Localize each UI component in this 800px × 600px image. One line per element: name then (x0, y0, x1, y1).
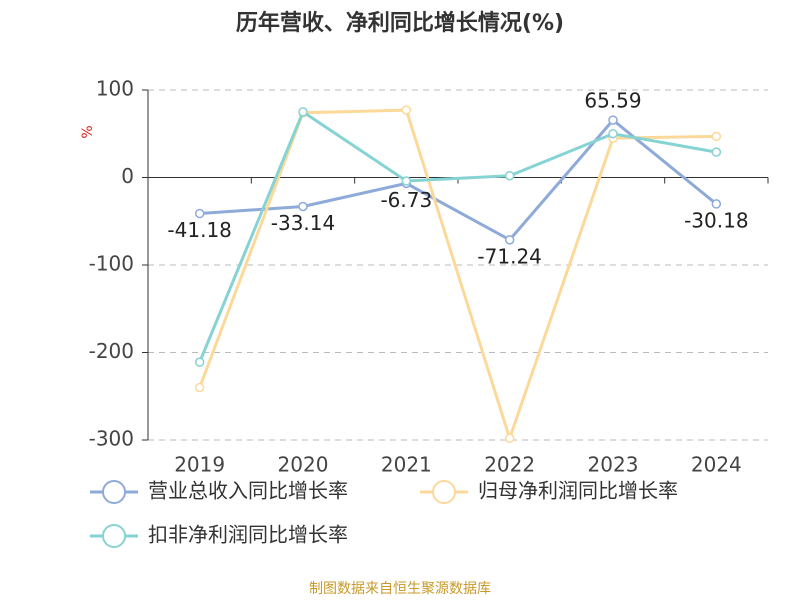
y-tick-label: -100 (89, 252, 134, 276)
series-line (198, 108, 717, 444)
data-point (298, 201, 308, 212)
data-point (711, 199, 722, 209)
data-point (504, 171, 515, 181)
y-tick-label: -200 (89, 339, 134, 363)
data-label: 65.59 (584, 89, 641, 113)
data-point (608, 115, 618, 125)
data-label: -30.18 (684, 208, 748, 232)
x-tick-label: 2024 (691, 453, 742, 477)
y-tick-label: 0 (121, 164, 134, 188)
series-line (198, 109, 717, 363)
x-tick-label: 2022 (484, 453, 535, 477)
legend-label: 归母净利润同比增长率 (478, 479, 678, 503)
data-point (401, 176, 412, 186)
data-point (194, 382, 205, 393)
data-label: -33.14 (271, 211, 335, 235)
y-tick-label: -300 (89, 427, 134, 451)
data-point (711, 131, 722, 142)
data-point (504, 433, 515, 443)
data-point (194, 208, 205, 219)
y-axis-label: % (80, 125, 96, 138)
chart-title: 历年营收、净利同比增长情况(%) (236, 10, 564, 36)
data-label: -71.24 (477, 244, 541, 268)
data-point (608, 129, 618, 139)
legend-label: 营业总收入同比增长率 (148, 479, 348, 503)
data-point (711, 147, 722, 157)
data-point (504, 235, 515, 245)
data-label: -6.73 (380, 188, 432, 212)
data-label: -41.18 (167, 218, 231, 242)
y-tick-label: 100 (96, 77, 134, 101)
legend-marker (102, 480, 126, 504)
data-point (401, 105, 412, 115)
x-tick-label: 2019 (174, 453, 225, 477)
legend-label: 扣非净利润同比增长率 (148, 523, 348, 547)
legend-marker (102, 524, 126, 548)
x-tick-label: 2023 (588, 453, 639, 477)
legend-marker (432, 480, 456, 504)
data-point (298, 107, 308, 117)
series-line (199, 118, 718, 242)
data-point (194, 357, 205, 367)
x-tick-label: 2021 (381, 453, 432, 477)
source-note: 制图数据来自恒生聚源数据库 (309, 581, 491, 597)
x-tick-label: 2020 (278, 453, 329, 477)
